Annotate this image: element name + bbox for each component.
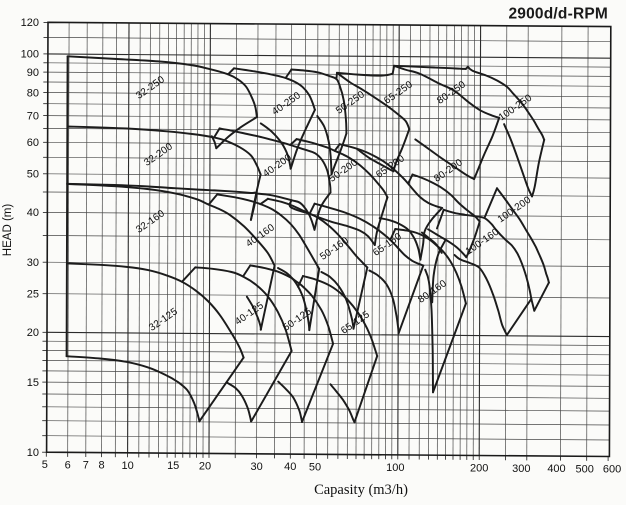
svg-text:20: 20 xyxy=(199,460,211,472)
svg-text:50: 50 xyxy=(27,169,39,181)
svg-text:10: 10 xyxy=(27,447,39,459)
svg-text:7: 7 xyxy=(83,460,89,472)
svg-text:500: 500 xyxy=(576,463,594,475)
svg-text:300: 300 xyxy=(512,463,530,475)
svg-text:100: 100 xyxy=(386,462,404,474)
svg-text:30: 30 xyxy=(27,257,39,269)
svg-text:600: 600 xyxy=(603,464,621,476)
svg-text:40: 40 xyxy=(27,207,39,219)
svg-text:2900d/d-RPM: 2900d/d-RPM xyxy=(508,6,608,23)
svg-text:120: 120 xyxy=(21,17,39,29)
svg-text:50: 50 xyxy=(309,461,321,473)
svg-text:25: 25 xyxy=(27,289,39,301)
svg-text:15: 15 xyxy=(27,377,39,389)
svg-text:20: 20 xyxy=(27,327,39,339)
svg-text:HEAD (m): HEAD (m) xyxy=(2,204,14,257)
svg-text:8: 8 xyxy=(98,460,104,472)
svg-text:6: 6 xyxy=(65,459,71,471)
svg-text:Capasity (m3/h): Capasity (m3/h) xyxy=(314,482,408,498)
svg-text:80: 80 xyxy=(27,87,39,99)
svg-text:400: 400 xyxy=(547,463,565,475)
svg-text:90: 90 xyxy=(27,67,39,79)
svg-text:30: 30 xyxy=(250,461,262,473)
svg-text:60: 60 xyxy=(27,137,39,149)
svg-text:40: 40 xyxy=(284,461,296,473)
svg-text:200: 200 xyxy=(470,463,488,475)
svg-text:10: 10 xyxy=(121,460,133,472)
svg-text:5: 5 xyxy=(42,459,48,471)
svg-text:100: 100 xyxy=(21,49,39,61)
svg-text:70: 70 xyxy=(27,110,39,122)
svg-text:15: 15 xyxy=(167,460,179,472)
